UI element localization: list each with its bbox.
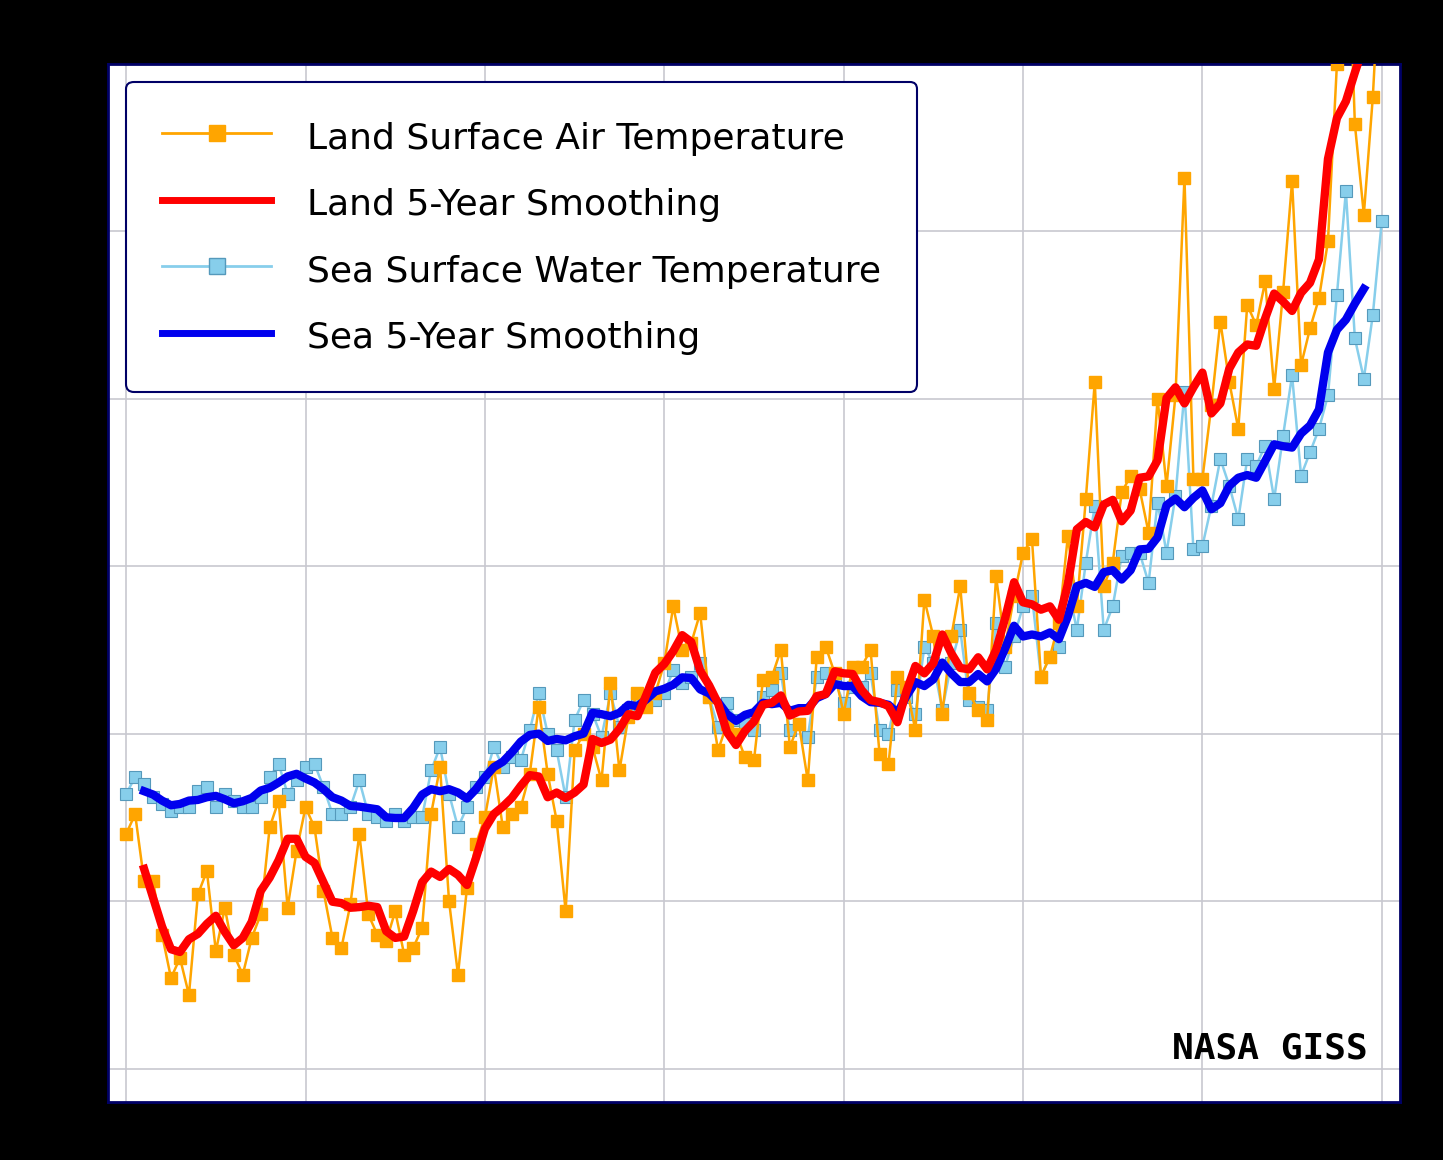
Sea 5-Year Smoothing bbox=[530, 726, 547, 740]
Land Surface Air Temperature bbox=[1319, 234, 1336, 248]
Sea Surface Water Temperature bbox=[1319, 389, 1336, 403]
Land 5-Year Smoothing bbox=[530, 769, 547, 783]
Sea Surface Water Temperature bbox=[540, 726, 557, 740]
Line: Land 5-Year Smoothing: Land 5-Year Smoothing bbox=[144, 45, 1364, 952]
Sea Surface Water Temperature bbox=[127, 770, 144, 784]
Land Surface Air Temperature bbox=[198, 864, 215, 878]
Land 5-Year Smoothing bbox=[1310, 253, 1328, 267]
Land 5-Year Smoothing bbox=[1185, 380, 1202, 394]
Land 5-Year Smoothing bbox=[1212, 397, 1229, 411]
Sea Surface Water Temperature bbox=[117, 786, 134, 800]
Legend: Land Surface Air Temperature, Land 5-Year Smoothing, Sea Surface Water Temperatu: Land Surface Air Temperature, Land 5-Yea… bbox=[127, 82, 916, 392]
Sea Surface Water Temperature bbox=[1193, 539, 1211, 553]
Land Surface Air Temperature bbox=[127, 807, 144, 821]
Sea Surface Water Temperature bbox=[1221, 479, 1238, 493]
Land Surface Air Temperature bbox=[180, 988, 198, 1002]
Sea Surface Water Temperature bbox=[449, 820, 466, 834]
Line: Sea 5-Year Smoothing: Sea 5-Year Smoothing bbox=[144, 289, 1364, 818]
Land Surface Air Temperature bbox=[117, 827, 134, 841]
Sea 5-Year Smoothing bbox=[1212, 496, 1229, 510]
Text: NASA GISS: NASA GISS bbox=[1172, 1031, 1368, 1066]
Land Surface Air Temperature bbox=[1221, 375, 1238, 389]
Sea Surface Water Temperature bbox=[1338, 184, 1355, 198]
Sea Surface Water Temperature bbox=[1374, 215, 1391, 229]
Line: Land Surface Air Temperature: Land Surface Air Temperature bbox=[120, 0, 1388, 1001]
Land Surface Air Temperature bbox=[540, 767, 557, 781]
Sea 5-Year Smoothing bbox=[1310, 403, 1328, 416]
Sea 5-Year Smoothing bbox=[1185, 491, 1202, 505]
Line: Sea Surface Water Temperature: Sea Surface Water Temperature bbox=[120, 184, 1388, 834]
Land 5-Year Smoothing bbox=[189, 927, 206, 941]
Sea Surface Water Temperature bbox=[189, 784, 206, 798]
Land Surface Air Temperature bbox=[1193, 472, 1211, 486]
Sea 5-Year Smoothing bbox=[189, 793, 206, 807]
